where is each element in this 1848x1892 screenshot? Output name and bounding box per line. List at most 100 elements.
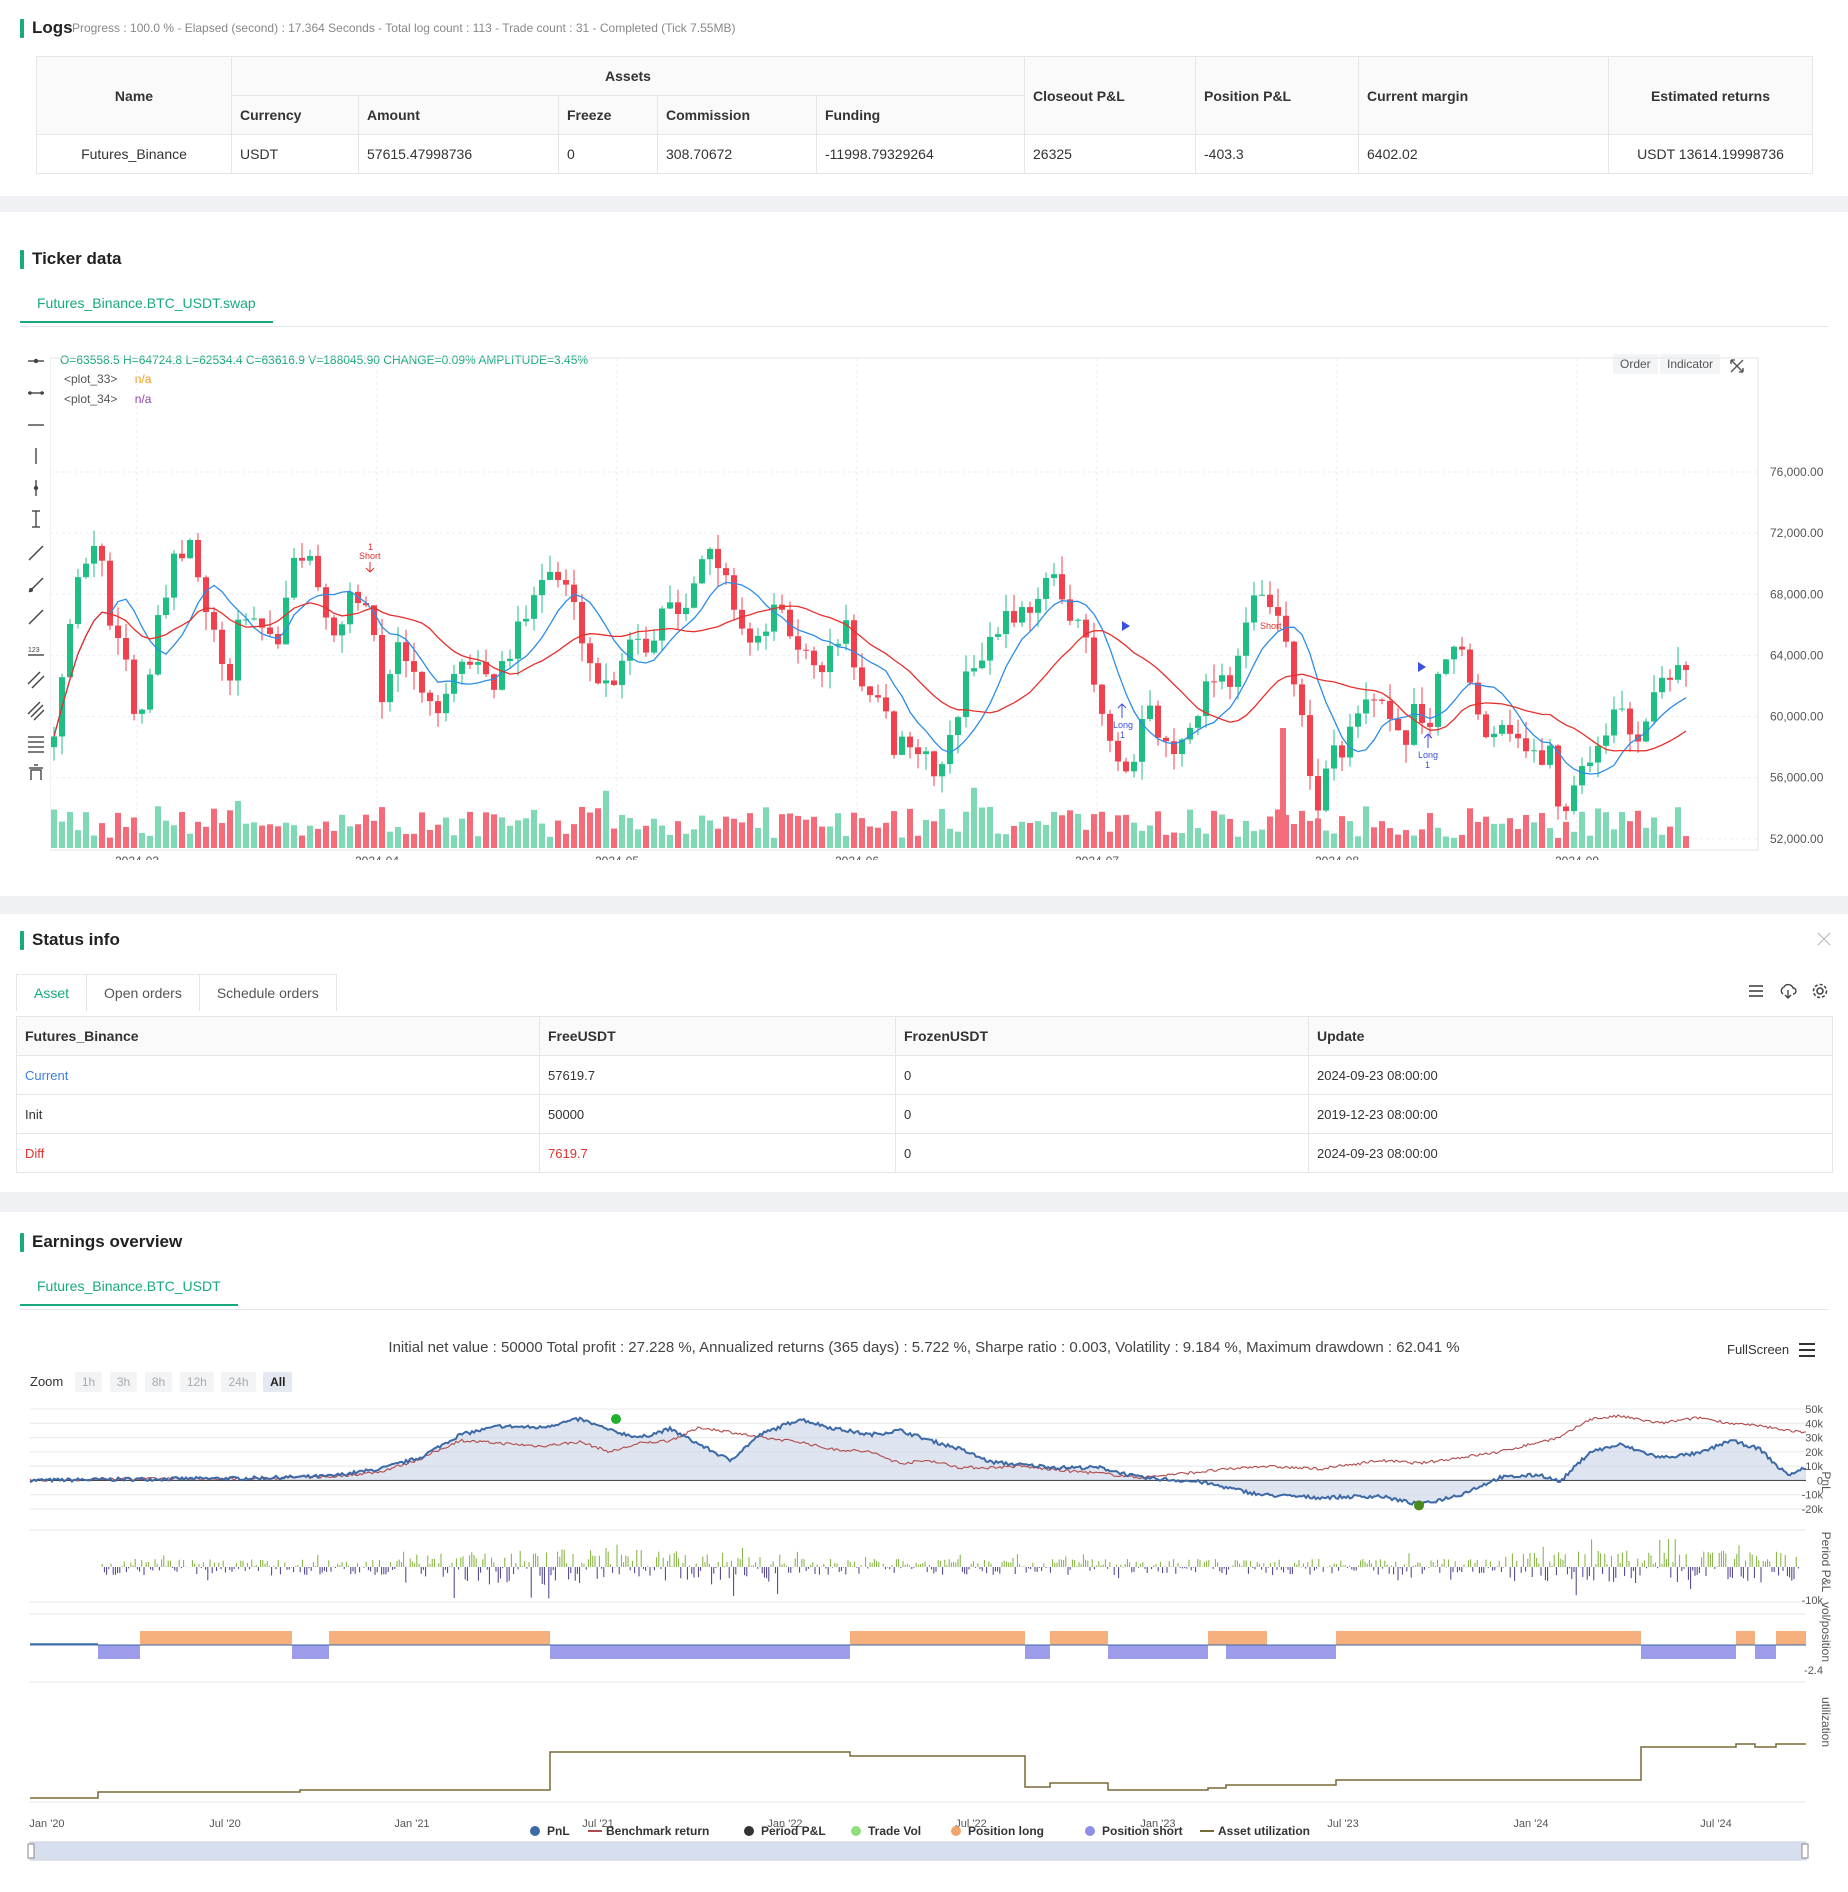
candle: [427, 689, 433, 716]
legend-item[interactable]: Position short: [1085, 1824, 1183, 1838]
zoom-12h-button[interactable]: 12h: [179, 1372, 214, 1392]
candle: [1051, 563, 1057, 587]
zoom-8h-button[interactable]: 8h: [144, 1372, 173, 1392]
expand-icon[interactable]: [1729, 358, 1745, 374]
zoom-all-button[interactable]: All: [263, 1372, 293, 1392]
volume-bar: [1627, 821, 1633, 848]
candle: [1227, 666, 1233, 700]
pnl-tick-label: 40k: [1805, 1418, 1823, 1430]
fullscreen-button[interactable]: FullScreen: [1727, 1342, 1790, 1357]
volume-bar: [91, 835, 97, 848]
tab-asset[interactable]: Asset: [16, 974, 88, 1011]
volume-bar: [155, 806, 161, 848]
volume-bar: [779, 814, 785, 848]
marker-short-1: Short: [359, 551, 381, 561]
cloud-download-icon[interactable]: [1779, 982, 1797, 1000]
extended-line-icon[interactable]: [28, 609, 44, 625]
parallel-channel-icon[interactable]: [27, 671, 45, 689]
header-assets: Assets: [231, 56, 1025, 96]
volume-bar: [1075, 813, 1081, 848]
x-tick-label: 2024-04: [355, 854, 399, 860]
axis-title: PnL: [1819, 1471, 1833, 1493]
volume-bar: [635, 829, 641, 848]
price-label-icon[interactable]: 123: [28, 647, 44, 656]
position-short-band: [1226, 1645, 1336, 1659]
cell-margin: 6402.02: [1358, 134, 1609, 174]
header-currency: Currency: [231, 95, 359, 135]
order-button[interactable]: Order: [1613, 354, 1658, 374]
vertical-segment-icon[interactable]: [33, 480, 39, 496]
collapse-icon[interactable]: [1817, 932, 1831, 946]
candle: [1507, 709, 1513, 742]
navigator[interactable]: [27, 1841, 1809, 1861]
legend-item[interactable]: Trade Vol: [851, 1824, 921, 1838]
volume-bar: [283, 822, 289, 848]
volume-bar: [835, 813, 841, 848]
cell-currency: USDT: [231, 134, 359, 174]
trash-icon[interactable]: [29, 764, 43, 780]
legend-item[interactable]: PnL: [530, 1824, 570, 1838]
volume-bar: [419, 812, 425, 848]
pnl-tick-label: -20k: [1802, 1504, 1824, 1516]
volume-bar: [1251, 831, 1257, 848]
svg-text:123: 123: [28, 647, 40, 654]
price-range-icon[interactable]: [32, 510, 40, 528]
volume-bar: [739, 822, 745, 848]
tab-open-orders[interactable]: Open orders: [86, 974, 200, 1011]
volume-bar: [371, 820, 377, 848]
volume-bar: [771, 837, 777, 848]
fast-ma-line: [53, 581, 1687, 775]
position-long-band: [1776, 1631, 1806, 1645]
volume-bar: [299, 835, 305, 848]
candle: [979, 642, 985, 670]
gear-icon[interactable]: [1811, 982, 1829, 1000]
list-icon[interactable]: [1747, 982, 1765, 1000]
candle: [107, 552, 113, 630]
tab-earnings-symbol[interactable]: Futures_Binance.BTC_USDT: [20, 1268, 238, 1306]
ray-line-icon[interactable]: [28, 577, 44, 593]
candle: [1115, 732, 1121, 772]
legend-item[interactable]: Period P&L: [744, 1824, 826, 1838]
candlestick-chart[interactable]: 76,000.00 72,000.00 68,000.00 64,000.00 60,0…: [50, 340, 1840, 860]
volume-bar: [1547, 828, 1553, 848]
crosshair-icon[interactable]: [28, 358, 44, 364]
tab-ticker-symbol[interactable]: Futures_Binance.BTC_USDT.swap: [20, 285, 273, 323]
plot33-label: <plot_33>: [64, 372, 118, 386]
drawing-toolbar: 123: [27, 358, 45, 780]
legend-item[interactable]: Position long: [951, 1824, 1044, 1838]
candle: [755, 627, 761, 651]
legend-item[interactable]: Asset utilization: [1200, 1824, 1310, 1838]
volume-bar: [595, 808, 601, 848]
candle: [1411, 688, 1417, 746]
navigator-right-handle[interactable]: [1801, 1843, 1809, 1859]
row-label-current[interactable]: Current: [16, 1055, 540, 1095]
ticker-panel: Ticker data Futures_Binance.BTC_USDT.swa…: [0, 212, 1848, 896]
candle: [987, 622, 993, 675]
volume-bar: [979, 807, 985, 848]
candle: [1363, 682, 1369, 725]
trend-line-icon[interactable]: [28, 545, 44, 561]
x-tick-label: 2024-09: [1555, 854, 1599, 860]
fib-channel-icon[interactable]: [27, 701, 45, 721]
volume-bar: [995, 833, 1001, 848]
zoom-1h-button[interactable]: 1h: [74, 1372, 103, 1392]
zoom-24h-button[interactable]: 24h: [221, 1372, 256, 1392]
zoom-3h-button[interactable]: 3h: [109, 1372, 138, 1392]
volume-bar: [1579, 811, 1585, 848]
volume-bar: [1107, 831, 1113, 848]
tab-schedule-orders[interactable]: Schedule orders: [198, 974, 337, 1011]
volume-bar: [1539, 813, 1545, 848]
candle: [1235, 648, 1241, 700]
horizontal-line-icon[interactable]: [28, 391, 44, 395]
candle: [507, 649, 513, 668]
plot34-label: <plot_34>: [64, 392, 118, 406]
indicator-button[interactable]: Indicator: [1660, 354, 1721, 374]
fib-retracement-icon[interactable]: [28, 736, 44, 753]
navigator-left-handle[interactable]: [27, 1843, 35, 1859]
menu-icon[interactable]: [1798, 1342, 1816, 1358]
legend-item[interactable]: Benchmark return: [588, 1824, 709, 1838]
y-tick-label: 52,000.00: [1770, 832, 1824, 846]
marker-long-1: Long: [1113, 720, 1133, 730]
candle: [1515, 719, 1521, 749]
